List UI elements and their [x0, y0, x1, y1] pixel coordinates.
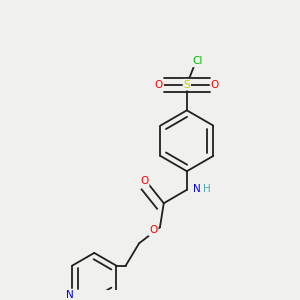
Text: N: N: [66, 290, 74, 300]
Text: O: O: [149, 226, 158, 236]
Text: O: O: [140, 176, 149, 186]
Text: N: N: [193, 184, 201, 194]
Text: S: S: [184, 80, 190, 90]
Text: Cl: Cl: [193, 56, 203, 66]
Text: O: O: [155, 80, 163, 90]
Text: O: O: [211, 80, 219, 90]
Text: H: H: [203, 184, 211, 194]
